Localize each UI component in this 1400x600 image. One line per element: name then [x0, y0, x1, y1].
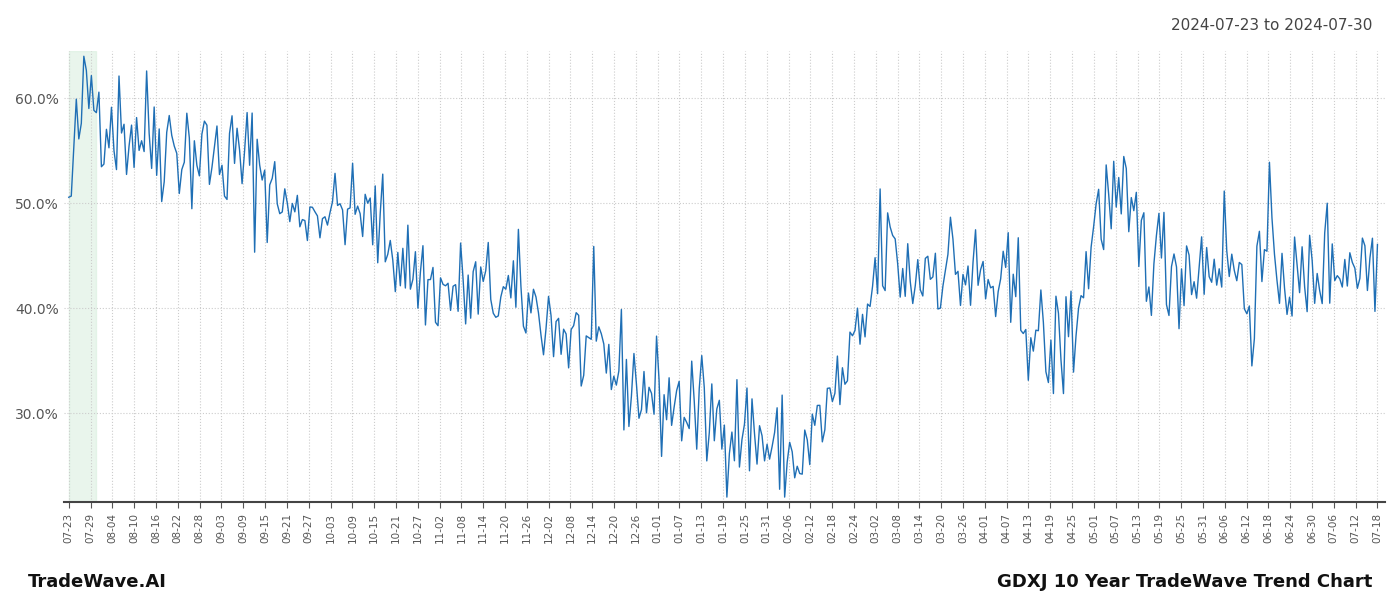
Text: GDXJ 10 Year TradeWave Trend Chart: GDXJ 10 Year TradeWave Trend Chart: [997, 573, 1372, 591]
Text: 2024-07-23 to 2024-07-30: 2024-07-23 to 2024-07-30: [1170, 18, 1372, 33]
Bar: [69, 51, 95, 502]
Text: TradeWave.AI: TradeWave.AI: [28, 573, 167, 591]
